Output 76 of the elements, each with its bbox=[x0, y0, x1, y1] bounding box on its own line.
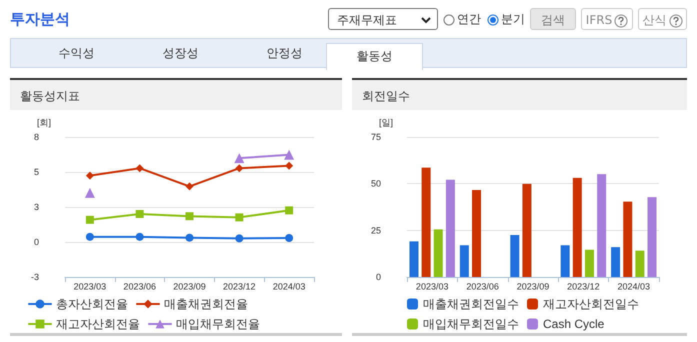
point bbox=[235, 164, 244, 172]
point bbox=[136, 210, 144, 218]
bar bbox=[611, 247, 620, 277]
legend-label: 매출채권회전율 bbox=[164, 297, 248, 311]
point bbox=[285, 206, 294, 214]
text: 연간 bbox=[457, 12, 481, 26]
point bbox=[285, 162, 294, 170]
x-tick-label: 2023/06 bbox=[466, 282, 499, 292]
bar bbox=[446, 180, 455, 277]
legend-label: 재고자산회전일수 bbox=[543, 297, 639, 311]
x-tick-label: 2023/06 bbox=[123, 282, 156, 292]
point bbox=[235, 234, 244, 242]
bar bbox=[597, 174, 606, 277]
x-tick-label: 2023/03 bbox=[416, 282, 448, 292]
bar bbox=[572, 178, 582, 277]
legend-label: 매입채무회전일수 bbox=[423, 317, 519, 331]
point bbox=[84, 188, 95, 198]
bar bbox=[635, 250, 644, 277]
bar bbox=[522, 184, 532, 277]
y-tick-label: 25 bbox=[370, 225, 381, 236]
y-tick-label: 3 bbox=[34, 202, 39, 212]
point bbox=[186, 212, 194, 220]
point bbox=[86, 172, 94, 180]
x-tick-label: 2024/03 bbox=[618, 282, 650, 292]
point bbox=[136, 164, 144, 172]
bar bbox=[409, 241, 418, 277]
text: 활동성 bbox=[326, 43, 423, 70]
x-tick-label: 2023/12 bbox=[567, 282, 600, 292]
bar bbox=[560, 245, 570, 277]
y-axis-title: [회] bbox=[36, 118, 51, 128]
chart-title: 회전일수 bbox=[352, 78, 687, 110]
x-tick-label: 2024/03 bbox=[272, 282, 306, 292]
point bbox=[136, 232, 144, 241]
y-axis-title: [일] bbox=[378, 118, 393, 128]
x-tick-label: 2023/09 bbox=[516, 282, 550, 292]
point bbox=[284, 150, 294, 160]
y-tick-label: 0 bbox=[34, 237, 39, 247]
y-tick-label: 50 bbox=[370, 178, 381, 189]
legend-label: 총자산회전율 bbox=[56, 297, 128, 311]
text: 산식 bbox=[638, 8, 687, 30]
bar bbox=[460, 245, 469, 277]
point bbox=[235, 213, 244, 222]
point bbox=[186, 182, 194, 190]
text: 수익성 bbox=[58, 45, 96, 62]
bar bbox=[434, 229, 443, 277]
y-tick-label: 8 bbox=[34, 132, 39, 142]
legend-label: 매입채무회전율 bbox=[176, 317, 260, 331]
bar bbox=[472, 190, 482, 277]
bar bbox=[510, 235, 520, 277]
y-tick-label: 75 bbox=[370, 132, 381, 142]
x-tick-label: 2023/12 bbox=[223, 282, 256, 292]
text: 검색 bbox=[530, 8, 576, 30]
point bbox=[86, 232, 94, 241]
bar bbox=[422, 168, 431, 277]
text: IFRS bbox=[581, 8, 633, 30]
y-tick-label: 5 bbox=[34, 167, 39, 177]
legend-label: Cash Cycle bbox=[543, 317, 605, 331]
bar bbox=[623, 202, 632, 277]
text: 안정성 bbox=[266, 45, 304, 62]
y-tick-label: -3 bbox=[30, 272, 39, 282]
chart-title: 활동성지표 bbox=[10, 78, 342, 110]
point bbox=[234, 153, 244, 164]
legend-label: 재고자산회전율 bbox=[56, 317, 140, 331]
point bbox=[285, 234, 294, 242]
x-tick-label: 2023/09 bbox=[173, 282, 206, 292]
text: 성장성 bbox=[162, 45, 200, 62]
text: 주재무제표 bbox=[328, 8, 438, 30]
bar bbox=[584, 250, 594, 277]
legend-label: 매출채권회전일수 bbox=[423, 297, 519, 311]
bar bbox=[648, 197, 657, 277]
point bbox=[186, 234, 194, 242]
text: 분기 bbox=[501, 12, 525, 26]
point bbox=[86, 216, 94, 224]
y-tick-label: 0 bbox=[376, 272, 381, 282]
text: 투자분석 bbox=[10, 10, 70, 29]
x-tick-label: 2023/03 bbox=[74, 282, 106, 292]
